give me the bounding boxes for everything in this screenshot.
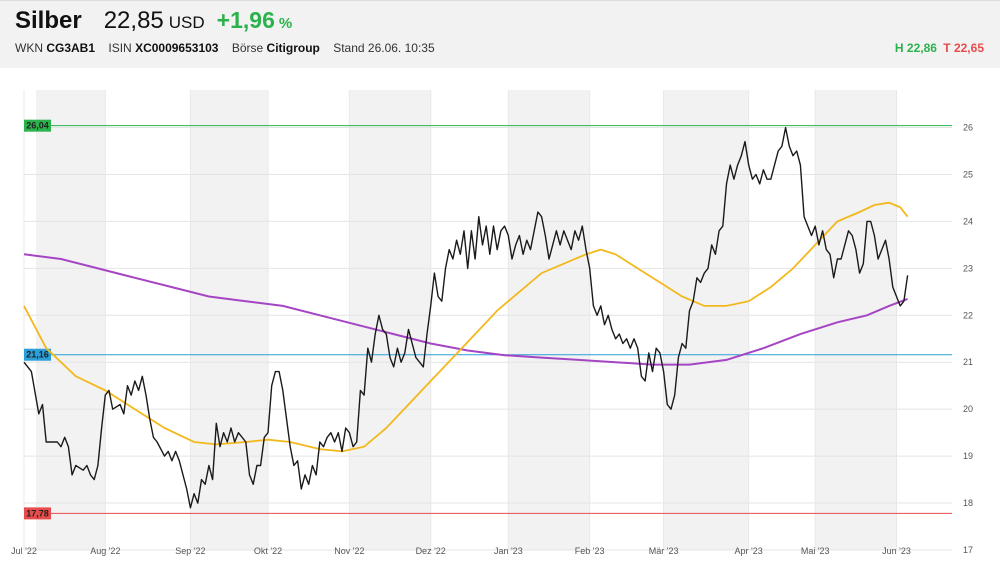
level-label: 26,04 — [26, 121, 49, 131]
chart-grid — [23, 90, 952, 551]
x-tick-label: Okt '22 — [254, 546, 282, 556]
price-line — [23, 126, 909, 509]
ma-long-line — [23, 253, 908, 366]
level-label: 21,16 — [26, 350, 49, 360]
y-tick-label: 23 — [963, 263, 973, 273]
wkn-value: CG3AB1 — [46, 41, 96, 55]
y-tick-label: 19 — [963, 451, 973, 461]
x-tick-label: Mär '23 — [649, 546, 679, 556]
timestamp: Stand 26.06. 10:35 — [333, 41, 435, 55]
day-range: H 22,86 T 22,65 — [895, 41, 984, 55]
title-row: Silber 22,85 USD +1,96 % — [15, 7, 292, 37]
exchange-value: Citigroup — [266, 41, 320, 55]
instrument-meta: WKN CG3AB1 ISIN XC0009653103 Börse Citig… — [15, 41, 435, 55]
price-chart[interactable]: 26,04 21,16 17,78 17 18 19 20 21 22 23 24 25 26 Jul… — [0, 68, 1000, 563]
level-badge — [24, 348, 51, 361]
wkn-label: WKN — [15, 41, 43, 55]
x-tick-label: Jan '23 — [494, 546, 523, 556]
x-tick-label: Jun '23 — [882, 546, 911, 556]
y-tick-label: 22 — [963, 310, 973, 320]
x-tick-label: Sep '22 — [175, 546, 205, 556]
x-axis: Jul '22 Aug '22 Sep '22 Okt '22 Nov '22 Dez '… — [11, 546, 911, 556]
y-tick-label: 20 — [963, 404, 973, 414]
x-tick-label: Dez '22 — [416, 546, 446, 556]
y-tick-label: 24 — [963, 216, 973, 226]
month-band — [508, 90, 590, 550]
x-tick-label: Nov '22 — [334, 546, 364, 556]
price-currency: USD — [168, 13, 205, 32]
y-tick-label: 26 — [963, 123, 973, 133]
level-label: 17,78 — [26, 508, 49, 518]
isin-value: XC0009653103 — [135, 41, 219, 55]
y-tick-label: 18 — [963, 498, 973, 508]
instrument-name: Silber — [15, 7, 82, 34]
x-tick-label: Aug '22 — [90, 546, 120, 556]
month-bands — [36, 90, 897, 550]
price-levels: 26,04 21,16 17,78 — [24, 119, 952, 520]
x-tick-label: Apr '23 — [735, 546, 763, 556]
exchange-label: Börse — [231, 41, 264, 55]
ma-short-line — [23, 201, 909, 453]
month-band — [815, 90, 897, 550]
month-band — [36, 90, 106, 550]
month-band — [663, 90, 749, 550]
x-tick-label: Mai '23 — [801, 546, 830, 556]
price-change: +1,96 — [216, 7, 275, 33]
x-tick-label: Feb '23 — [575, 546, 605, 556]
last-price: 22,85 — [103, 7, 164, 34]
y-tick-label: 17 — [963, 545, 973, 555]
day-low: T 22,65 — [943, 41, 984, 55]
level-badge — [24, 119, 51, 132]
y-tick-label: 25 — [963, 169, 973, 179]
instrument-header: Silber 22,85 USD +1,96 % WKN CG3AB1 ISIN… — [0, 0, 1000, 68]
x-tick-label: Jul '22 — [11, 546, 37, 556]
y-axis: 17 18 19 20 21 22 23 24 25 26 — [963, 123, 973, 555]
level-badge — [24, 507, 51, 520]
price-change-unit: % — [278, 15, 293, 32]
day-high: H 22,86 — [894, 41, 937, 55]
isin-label: ISIN — [108, 41, 132, 55]
y-tick-label: 21 — [963, 357, 973, 367]
month-band — [349, 90, 431, 550]
chart-series — [23, 126, 909, 509]
